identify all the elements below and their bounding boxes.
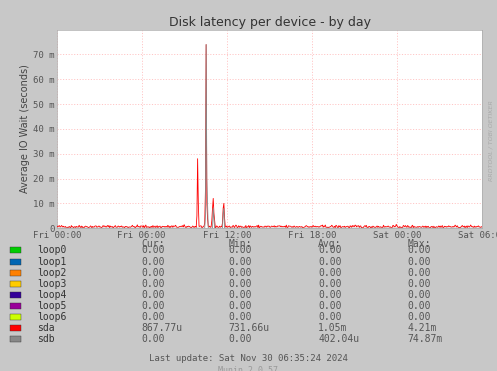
Text: 0.00: 0.00 <box>142 301 165 311</box>
Text: 0.00: 0.00 <box>142 279 165 289</box>
Text: 0.00: 0.00 <box>408 290 431 300</box>
Text: 0.00: 0.00 <box>142 312 165 322</box>
Text: Min:: Min: <box>229 239 252 249</box>
Text: sda: sda <box>37 324 55 333</box>
Text: 0.00: 0.00 <box>318 279 341 289</box>
Text: loop0: loop0 <box>37 246 67 255</box>
Text: 0.00: 0.00 <box>408 257 431 266</box>
Text: 0.00: 0.00 <box>142 268 165 278</box>
Text: 867.77u: 867.77u <box>142 324 183 333</box>
Text: loop2: loop2 <box>37 268 67 278</box>
Text: 0.00: 0.00 <box>142 290 165 300</box>
Text: Max:: Max: <box>408 239 431 249</box>
Text: 0.00: 0.00 <box>229 246 252 255</box>
Text: 0.00: 0.00 <box>229 312 252 322</box>
Text: 0.00: 0.00 <box>318 301 341 311</box>
Text: 0.00: 0.00 <box>142 246 165 255</box>
Title: Disk latency per device - by day: Disk latency per device - by day <box>168 16 371 29</box>
Text: 0.00: 0.00 <box>318 312 341 322</box>
Text: 0.00: 0.00 <box>229 279 252 289</box>
Text: 731.66u: 731.66u <box>229 324 270 333</box>
Text: 0.00: 0.00 <box>318 290 341 300</box>
Text: loop6: loop6 <box>37 312 67 322</box>
Text: loop5: loop5 <box>37 301 67 311</box>
Text: Munin 2.0.57: Munin 2.0.57 <box>219 366 278 371</box>
Text: 0.00: 0.00 <box>408 279 431 289</box>
Text: 74.87m: 74.87m <box>408 335 443 344</box>
Text: Cur:: Cur: <box>142 239 165 249</box>
Text: 0.00: 0.00 <box>229 290 252 300</box>
Text: 402.04u: 402.04u <box>318 335 359 344</box>
Text: Last update: Sat Nov 30 06:35:24 2024: Last update: Sat Nov 30 06:35:24 2024 <box>149 354 348 363</box>
Text: sdb: sdb <box>37 335 55 344</box>
Text: 4.21m: 4.21m <box>408 324 437 333</box>
Text: loop4: loop4 <box>37 290 67 300</box>
Text: 0.00: 0.00 <box>229 268 252 278</box>
Text: 0.00: 0.00 <box>408 301 431 311</box>
Text: 0.00: 0.00 <box>408 312 431 322</box>
Text: 0.00: 0.00 <box>408 268 431 278</box>
Text: 0.00: 0.00 <box>142 257 165 266</box>
Text: 0.00: 0.00 <box>229 301 252 311</box>
Text: 0.00: 0.00 <box>142 335 165 344</box>
Text: 0.00: 0.00 <box>229 335 252 344</box>
Text: Avg:: Avg: <box>318 239 341 249</box>
Text: 0.00: 0.00 <box>318 246 341 255</box>
Text: RRDTOOL / TOBI OETIKER: RRDTOOL / TOBI OETIKER <box>489 101 494 181</box>
Text: 1.05m: 1.05m <box>318 324 347 333</box>
Text: loop1: loop1 <box>37 257 67 266</box>
Y-axis label: Average IO Wait (seconds): Average IO Wait (seconds) <box>20 65 30 193</box>
Text: 0.00: 0.00 <box>318 268 341 278</box>
Text: 0.00: 0.00 <box>408 246 431 255</box>
Text: loop3: loop3 <box>37 279 67 289</box>
Text: 0.00: 0.00 <box>318 257 341 266</box>
Text: 0.00: 0.00 <box>229 257 252 266</box>
